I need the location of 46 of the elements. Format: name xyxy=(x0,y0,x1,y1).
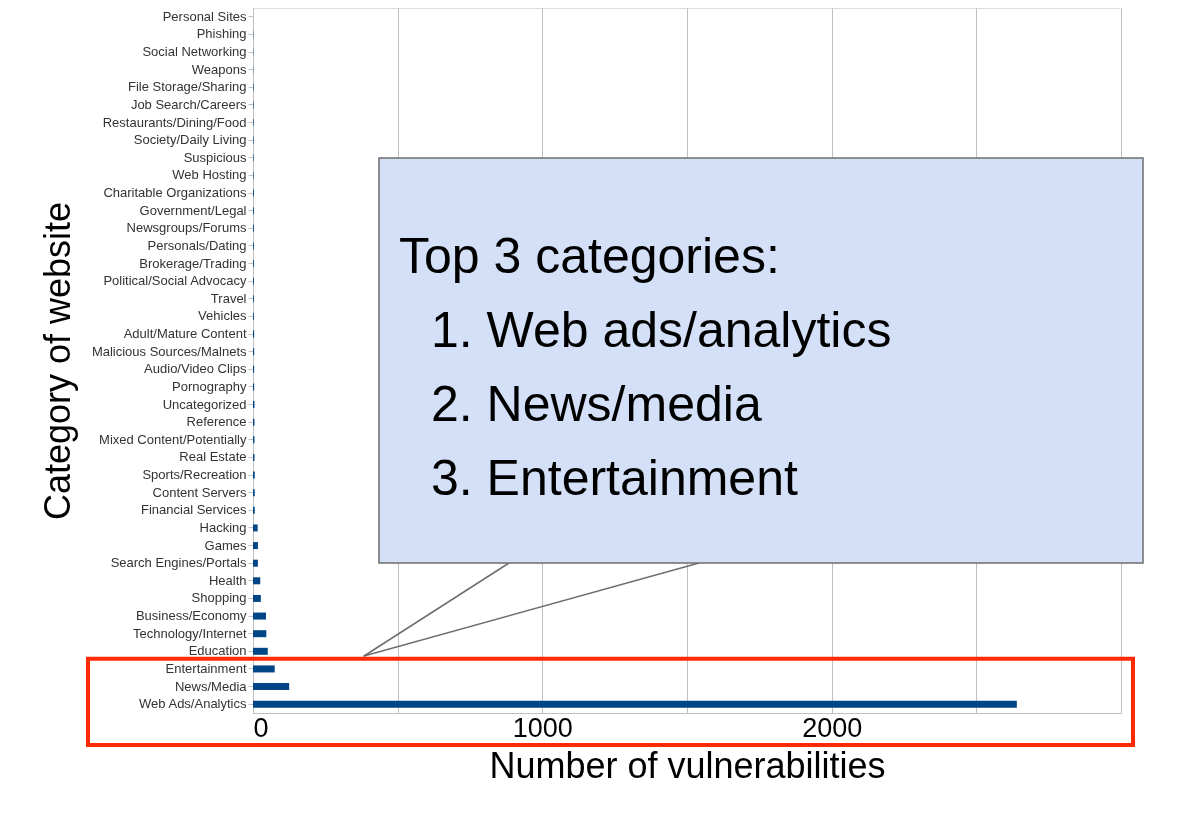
y-tick-label: Adult/Mature Content xyxy=(123,326,247,342)
y-tick-label: Audio/Video Clips xyxy=(144,361,247,377)
y-tick-label: Entertainment xyxy=(165,660,247,676)
y-tick-label: Restaurants/Dining/Food xyxy=(102,114,247,130)
y-tick-label: Phishing xyxy=(196,26,247,42)
x-axis-title: Number of vulnerabilities xyxy=(489,744,886,786)
y-tick-label: Education xyxy=(188,643,247,659)
y-tick-label: Financial Services xyxy=(141,502,247,518)
y-tick-label: Search Engines/Portals xyxy=(110,555,247,571)
y-tick-label: Government/Legal xyxy=(139,202,247,218)
y-tick-label: Malicious Sources/Malnets xyxy=(91,343,247,359)
y-tick-label: Personal Sites xyxy=(162,8,247,24)
x-tick-label: 0 xyxy=(253,712,269,743)
y-tick-label: Health xyxy=(208,572,247,588)
y-tick-label: Vehicles xyxy=(198,308,247,324)
y-tick-label: Web Ads/Analytics xyxy=(139,696,247,712)
y-tick-label: Charitable Organizations xyxy=(103,185,247,201)
y-tick-label: Weapons xyxy=(191,61,247,77)
y-tick-label: Personals/Dating xyxy=(147,237,247,253)
y-tick-label: Society/Daily Living xyxy=(133,132,247,148)
y-tick-label: Pornography xyxy=(172,378,247,394)
x-tick-label: 1000 xyxy=(512,712,573,743)
y-tick-label: Sports/Recreation xyxy=(142,467,247,483)
annotation: Top 3 categories: 1. Web ads/analytics 2. News/media 3. Entertainment xyxy=(399,228,892,506)
y-tick-label: Technology/Internet xyxy=(133,625,247,641)
y-tick-label: Shopping xyxy=(191,590,247,606)
y-tick-label: Uncategorized xyxy=(162,396,247,412)
y-tick-label: Games xyxy=(204,537,247,553)
y-tick-label: Job Search/Careers xyxy=(130,96,247,112)
y-tick-label: Social Networking xyxy=(142,44,247,60)
y-tick-label: Web Hosting xyxy=(172,167,247,183)
y-tick-label: Suspicious xyxy=(183,149,247,165)
y-axis-title: Category of website xyxy=(36,201,78,521)
y-tick-label: Reference xyxy=(186,414,247,430)
y-tick-label: Hacking xyxy=(199,519,247,535)
y-tick-label: Brokerage/Trading xyxy=(139,255,247,271)
y-tick-label: Content Servers xyxy=(152,484,247,500)
y-tick-label: Real Estate xyxy=(179,449,247,465)
y-tick-label: Newsgroups/Forums xyxy=(126,220,247,236)
x-tick-label: 2000 xyxy=(802,712,863,743)
y-tick-label: Business/Economy xyxy=(135,608,247,624)
y-tick-label: Mixed Content/Potentially xyxy=(99,431,247,447)
y-tick-label: File Storage/Sharing xyxy=(127,79,247,95)
y-tick-label: Political/Social Advocacy xyxy=(103,273,247,289)
y-tick-label: News/Media xyxy=(174,678,248,694)
y-tick-label: Travel xyxy=(210,290,247,306)
